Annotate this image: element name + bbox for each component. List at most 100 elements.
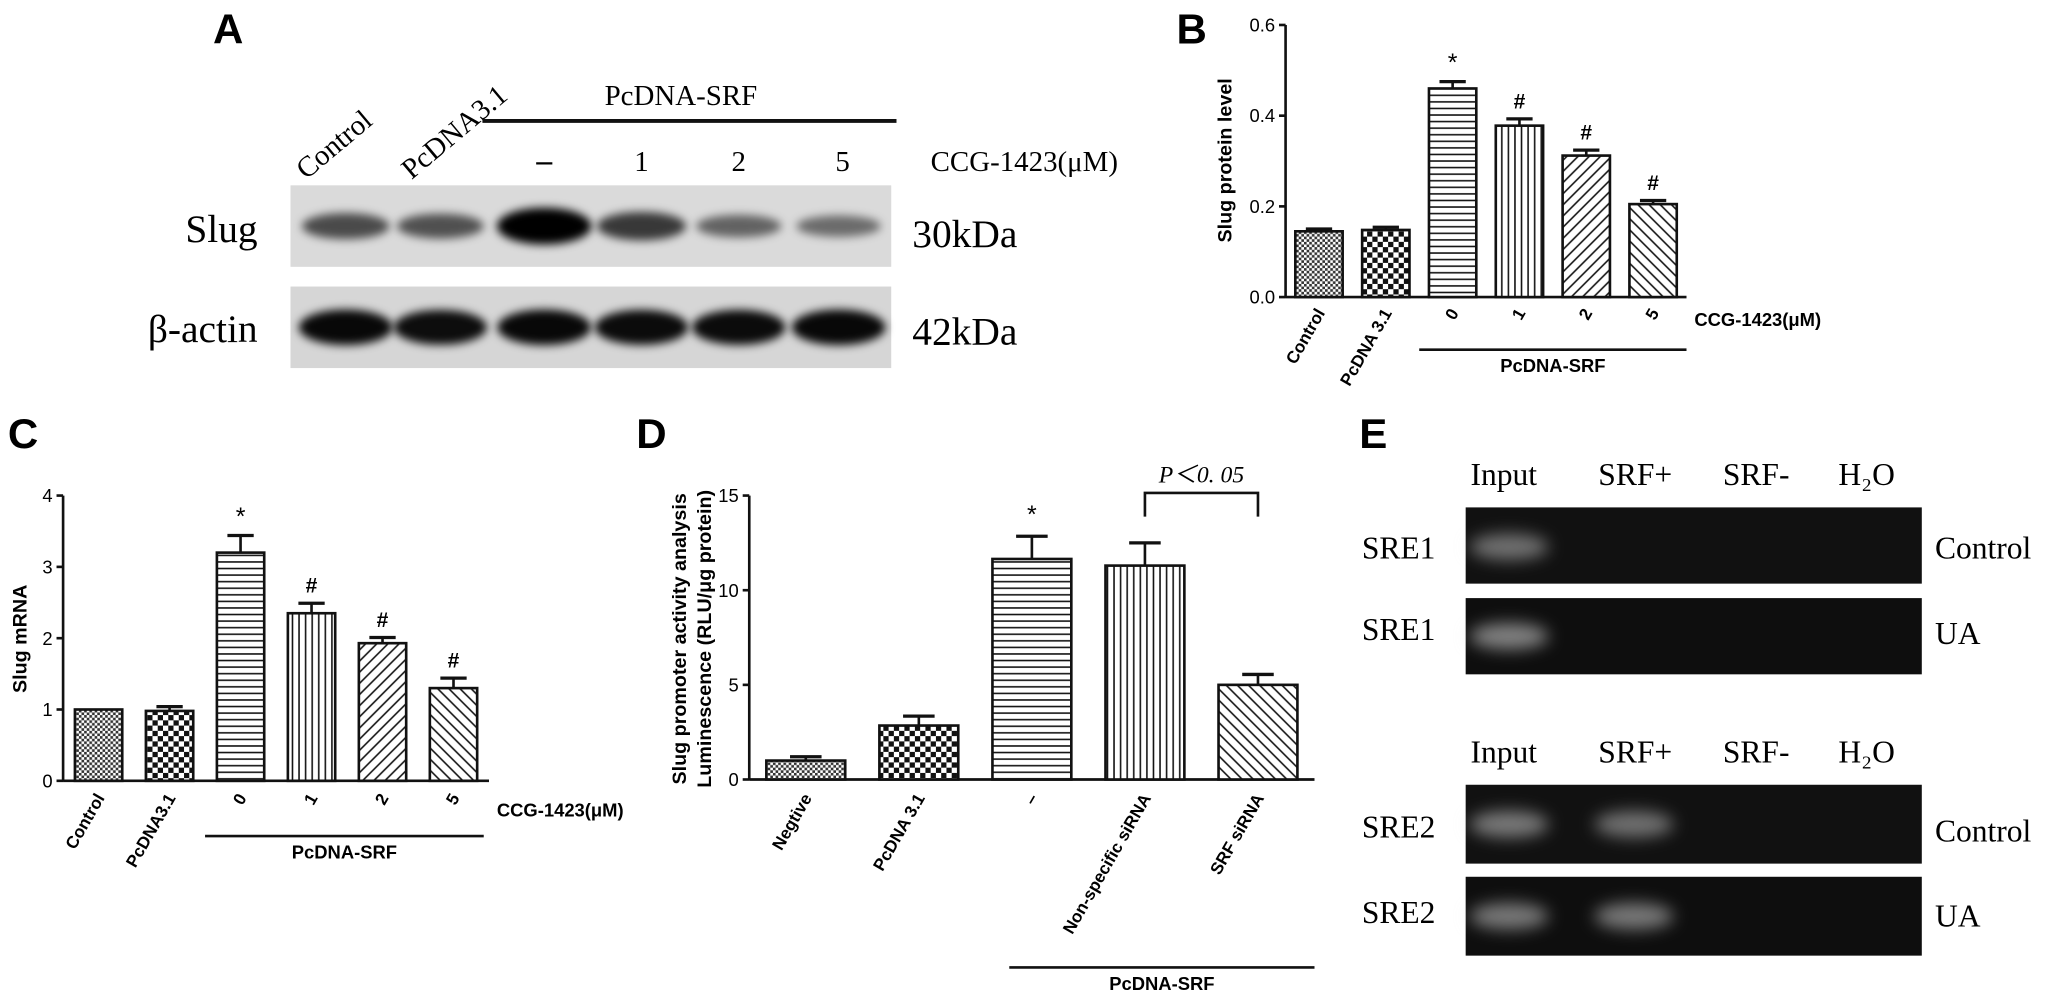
lane-label-5: 5	[835, 146, 849, 178]
y-axis-label: Slug promoter activity analysis Luminesce…	[669, 490, 716, 788]
x-tick-label: 5	[442, 790, 463, 808]
blot-size-actin: 42kDa	[912, 309, 1017, 353]
y-tick-label: 3	[42, 556, 52, 577]
chart-c: 0 1 2 3 4 Slug mRNA Control PcDNA3.1 * 0 #1 #2 #5 CCG…	[9, 485, 623, 870]
gel-col-srfminus-bottom: SRF-	[1723, 734, 1790, 769]
blot-band	[796, 215, 881, 237]
blot-group-label: PcDNA-SRF	[605, 80, 758, 112]
gel-label-sre1-control: SRE1	[1362, 531, 1436, 566]
bar-5	[428, 686, 479, 783]
significance-marker: *	[1027, 501, 1037, 529]
blot-label-actin: β-actin	[148, 307, 258, 351]
gel-sre1-control: SRE1 Control	[1362, 507, 2032, 584]
gel-condition-sre2-control: Control	[1935, 813, 2032, 848]
x-tick-label: SRF siRNA	[1206, 790, 1268, 878]
bar-0	[765, 759, 847, 781]
gel-band	[1594, 903, 1674, 930]
significance-bracket	[1143, 491, 1260, 517]
panel-letter-b: B	[1176, 5, 1206, 52]
lane-label-pcdna31: PcDNA3.1	[395, 79, 513, 186]
significance-marker: #	[306, 575, 318, 598]
significance-marker: #	[1580, 122, 1592, 145]
blot-size-slug: 30kDa	[912, 212, 1017, 256]
gel-col-srfplus-top: SRF+	[1598, 457, 1672, 492]
bar-3	[1104, 564, 1186, 781]
x-tick-label: PcDNA 3.1	[870, 790, 930, 874]
gel-band	[1469, 811, 1549, 838]
y-tick-label: 0	[42, 770, 52, 791]
panel-letter-c: C	[8, 410, 38, 457]
gel-col-srfplus-bottom: SRF+	[1598, 734, 1672, 769]
gel-sre1-ua: SRE1 UA	[1362, 598, 1981, 675]
significance-marker: #	[1514, 90, 1526, 113]
significance-marker: #	[377, 609, 389, 632]
y-tick-label: 0.4	[1249, 105, 1275, 126]
blot-band	[497, 309, 592, 346]
gel-col-h2o-top: H₂O	[1838, 457, 1895, 492]
x-tick-label: Non-specific siRNA	[1059, 790, 1155, 937]
y-tick-label: 0.2	[1249, 196, 1275, 217]
gel-header-bottom: Input SRF+ SRF- H₂O	[1471, 734, 1895, 769]
lane-label-2: 2	[732, 146, 746, 178]
y-tick-label: 15	[718, 485, 738, 506]
bar-2	[991, 557, 1073, 781]
gel-sre2-ua: SRE2 UA	[1362, 876, 1981, 956]
y-axis-label: Slug mRNA	[9, 585, 31, 693]
gel-condition-sre1-control: Control	[1935, 531, 2032, 566]
blot-lane-labels: Control PcDNA3.1 – 1 2 5	[290, 79, 850, 186]
blot-band	[496, 207, 592, 245]
x-tick-label: 5	[1642, 305, 1663, 323]
bar-4	[1217, 683, 1299, 781]
x-tick-label: 1	[300, 790, 321, 808]
x-tick-label: PcDNA3.1	[122, 790, 180, 871]
panel-letter-e: E	[1359, 410, 1387, 457]
group-label: PcDNA-SRF	[292, 841, 397, 862]
gel-band	[1469, 903, 1549, 930]
y-tick-label: 0.0	[1249, 287, 1275, 308]
x-tick-label: 2	[1575, 305, 1596, 323]
y-tick-label: 10	[718, 580, 738, 601]
blot-band	[691, 309, 786, 345]
bar-0	[1294, 230, 1344, 299]
blot-band	[594, 309, 689, 345]
y-axis-label: Slug protein level	[1215, 78, 1237, 242]
lane-label-1: 1	[634, 146, 648, 178]
x-tick-label: 0	[229, 790, 250, 808]
y-tick-label: 5	[729, 674, 739, 695]
blot-band	[696, 214, 782, 238]
blot-band	[298, 309, 393, 346]
blot-actin: β-actin 42kDa	[148, 286, 1017, 369]
bar-4	[357, 641, 408, 783]
blot-slug: Slug 30kDa	[185, 185, 1017, 267]
x-tick-label: Control	[1282, 305, 1329, 367]
bar-1	[878, 724, 960, 781]
significance-marker: #	[448, 650, 460, 673]
gel-band	[1594, 811, 1674, 838]
x-tick-label: Negtive	[769, 790, 816, 853]
bar-3	[1494, 124, 1545, 299]
bar-1	[1360, 228, 1411, 299]
bar-4	[1561, 154, 1612, 299]
blot-band	[393, 309, 488, 345]
y-tick-label: 4	[42, 485, 52, 506]
y-tick-label: 0	[729, 769, 739, 790]
group-label: PcDNA-SRF	[1500, 355, 1605, 376]
blot-band	[396, 213, 484, 239]
gel-band	[1469, 623, 1549, 650]
blot-band	[301, 213, 390, 240]
gel-band	[1469, 533, 1549, 560]
panel-c: C 0 1 2 3 4 Slug mRNA Control PcDNA3.1 * 0 #1 #2 #5 C…	[8, 410, 624, 870]
group-label: PcDNA-SRF	[1109, 973, 1214, 994]
gel-condition-sre1-ua: UA	[1935, 616, 1981, 651]
x-tick-label: PcDNA 3.1	[1337, 305, 1397, 389]
treatment-label: CCG-1423(μM)	[497, 799, 624, 820]
gel-condition-sre2-ua: UA	[1935, 899, 1981, 934]
gel-header-top: Input SRF+ SRF- H₂O	[1471, 457, 1895, 492]
lane-label-control: Control	[290, 104, 378, 185]
lane-label-dash: –	[535, 143, 552, 178]
